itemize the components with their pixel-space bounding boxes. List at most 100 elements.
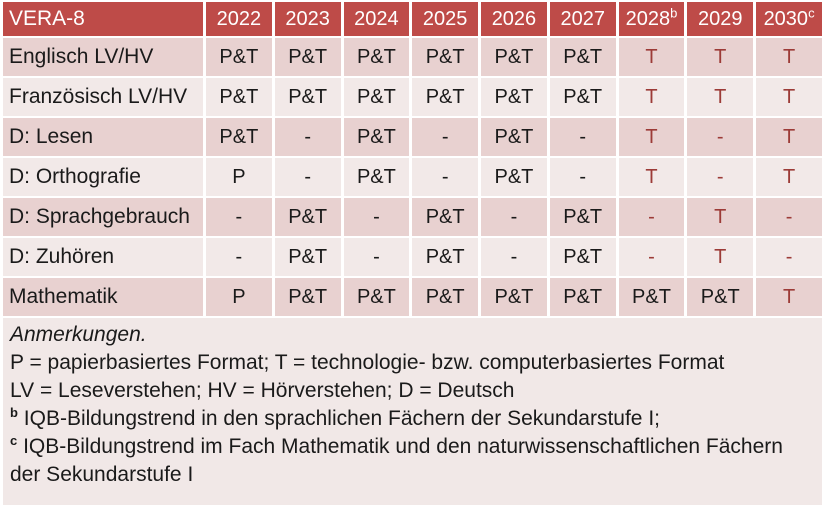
row-label: Englisch LV/HV (3, 38, 203, 76)
value-cell: P&T (481, 38, 547, 76)
value-cell: P&T (206, 118, 272, 156)
value-cell: P&T (481, 78, 547, 116)
year-header: 2029 (687, 2, 754, 36)
value-cell: - (687, 158, 754, 196)
value-cell: P&T (274, 278, 341, 316)
note-c: c IQB-Bildungstrend im Fach Mathematik u… (10, 433, 815, 489)
value-cell: P&T (687, 278, 754, 316)
note-formats: P = papierbasiertes Format; T = technolo… (10, 351, 725, 374)
value-cell: T (756, 158, 822, 196)
value-cell: - (618, 198, 685, 236)
value-cell: T (687, 198, 754, 236)
year-header: 2027 (549, 2, 616, 36)
row-label: D: Orthografie (3, 158, 203, 196)
year-header: 2030c (756, 2, 822, 36)
note-b-text: IQB-Bildungstrend in den sprachlichen Fä… (23, 407, 660, 430)
value-cell: P&T (412, 278, 479, 316)
notes-heading: Anmerkungen. (10, 323, 147, 346)
table-title: VERA-8 (3, 2, 203, 36)
value-cell: P (206, 158, 272, 196)
value-cell: P&T (412, 38, 479, 76)
value-cell: T (687, 38, 754, 76)
value-cell: - (756, 238, 822, 276)
value-cell: P&T (412, 198, 479, 236)
value-cell: P&T (618, 278, 685, 316)
notes-heading-line: Anmerkungen. (10, 321, 815, 349)
year-header: 2023 (274, 2, 341, 36)
note-c-marker: c (10, 433, 18, 448)
value-cell: P&T (343, 158, 410, 196)
year-header: 2022 (206, 2, 272, 36)
value-cell: T (618, 38, 685, 76)
note-c-text: IQB-Bildungstrend im Fach Mathematik und… (10, 435, 783, 486)
footnote-marker: b (670, 4, 678, 20)
value-cell: P&T (343, 278, 410, 316)
value-cell: - (549, 158, 616, 196)
value-cell: P&T (481, 118, 547, 156)
table-body: Englisch LV/HV P&T P&T P&T P&T P&T P&T T T T Franz… (3, 38, 822, 316)
value-cell: P&T (274, 238, 341, 276)
value-cell: P&T (412, 238, 479, 276)
value-cell: - (412, 158, 479, 196)
value-cell: - (687, 118, 754, 156)
value-cell: - (206, 198, 272, 236)
value-cell: P (206, 278, 272, 316)
value-cell: P&T (549, 238, 616, 276)
value-cell: P&T (274, 78, 341, 116)
value-cell: P&T (206, 78, 272, 116)
row-label: Mathematik (3, 278, 203, 316)
value-cell: - (274, 158, 341, 196)
value-cell: P&T (274, 198, 341, 236)
value-cell: T (756, 78, 822, 116)
value-cell: - (756, 198, 822, 236)
footnote-marker: c (808, 4, 815, 20)
table-row: D: Sprachgebrauch - P&T - P&T - P&T - T - (3, 198, 822, 236)
value-cell: P&T (549, 78, 616, 116)
table-row: D: Orthografie P - P&T - P&T - T - T (3, 158, 822, 196)
note-b: b IQB-Bildungstrend in den sprachlichen … (10, 405, 815, 433)
table-head: VERA-8 2022 2023 2024 2025 2026 2027 2028b 2029 2… (3, 2, 822, 36)
value-cell: T (687, 238, 754, 276)
table-row: Englisch LV/HV P&T P&T P&T P&T P&T P&T T T T (3, 38, 822, 76)
value-cell: P&T (206, 38, 272, 76)
row-label: D: Sprachgebrauch (3, 198, 203, 236)
value-cell: - (206, 238, 272, 276)
table-row: D: Lesen P&T - P&T - P&T - T - T (3, 118, 822, 156)
value-cell: T (618, 158, 685, 196)
year-header: 2026 (481, 2, 547, 36)
notes-section: Anmerkungen. P = papierbasiertes Format;… (3, 318, 822, 505)
year-header-row: VERA-8 2022 2023 2024 2025 2026 2027 2028b 2029 2… (3, 2, 822, 36)
value-cell: T (756, 278, 822, 316)
table-row: D: Zuhören - P&T - P&T - P&T - T - (3, 238, 822, 276)
value-cell: - (274, 118, 341, 156)
value-cell: P&T (481, 158, 547, 196)
value-cell: P&T (274, 38, 341, 76)
row-label: D: Zuhören (3, 238, 203, 276)
note-b-marker: b (10, 405, 18, 420)
value-cell: - (412, 118, 479, 156)
note-abbreviations: LV = Leseverstehen; HV = Hörverstehen; D… (10, 379, 515, 402)
value-cell: T (756, 118, 822, 156)
value-cell: T (618, 78, 685, 116)
value-cell: - (618, 238, 685, 276)
vera8-schedule-table: VERA-8 2022 2023 2024 2025 2026 2027 2028b 2029 2… (3, 2, 822, 316)
year-header: 2025 (412, 2, 479, 36)
value-cell: P&T (343, 38, 410, 76)
value-cell: - (343, 198, 410, 236)
value-cell: T (687, 78, 754, 116)
value-cell: - (481, 238, 547, 276)
value-cell: P&T (343, 118, 410, 156)
table-row: Mathematik P P&T P&T P&T P&T P&T P&T P&T T (3, 278, 822, 316)
year-header: 2024 (343, 2, 410, 36)
year-header: 2028b (618, 2, 685, 36)
value-cell: - (343, 238, 410, 276)
value-cell: P&T (481, 278, 547, 316)
row-label: D: Lesen (3, 118, 203, 156)
value-cell: T (756, 38, 822, 76)
value-cell: - (549, 118, 616, 156)
value-cell: P&T (412, 78, 479, 116)
table-row: Französisch LV/HV P&T P&T P&T P&T P&T P&T T T T (3, 78, 822, 116)
value-cell: P&T (549, 198, 616, 236)
row-label: Französisch LV/HV (3, 78, 203, 116)
